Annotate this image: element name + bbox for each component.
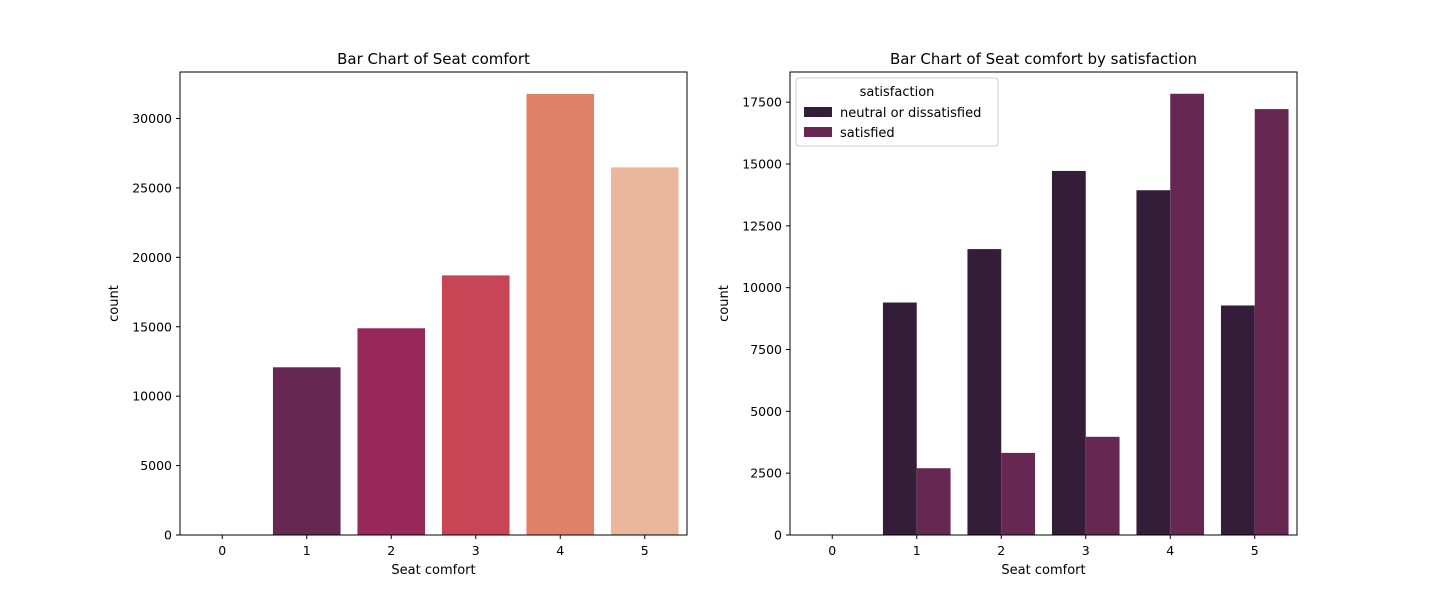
legend-swatch: [804, 107, 832, 117]
bar-neutral-or-dissatisfied-3: [1051, 170, 1086, 535]
x-tick-label: 0: [828, 543, 836, 558]
left-chart: 0 1 2 3 4 5 0 5000 10000 15000 20000 25000 30000 Bar …: [107, 50, 688, 578]
x-tick-label: 0: [218, 543, 226, 558]
x-axis-label: Seat comfort: [391, 563, 475, 578]
y-tick-label: 7500: [750, 342, 782, 357]
x-tick-label: 4: [1166, 543, 1174, 558]
bar-neutral-or-dissatisfied-4: [1136, 190, 1171, 535]
legend: satisfaction neutral or dissatisfied satis…: [795, 77, 999, 147]
legend-box: [795, 77, 999, 147]
bar-satisfied-1: [916, 468, 951, 535]
y-tick-label: 15000: [742, 157, 782, 172]
bar-neutral-or-dissatisfied-1: [882, 302, 917, 535]
bar-5: [610, 167, 679, 535]
y-tick-label: 30000: [132, 111, 172, 126]
x-tick-label: 2: [997, 543, 1005, 558]
x-tick-label: 5: [641, 543, 649, 558]
bar-1: [272, 367, 341, 535]
y-axis-label: count: [717, 285, 732, 322]
chart-title: Bar Chart of Seat comfort: [337, 50, 530, 68]
bar-2: [357, 328, 426, 535]
x-tick-label: 3: [472, 543, 480, 558]
bar-satisfied-2: [1001, 452, 1036, 535]
bar-satisfied-4: [1170, 93, 1205, 535]
y-tick-label: 2500: [750, 466, 782, 481]
bar-4: [526, 93, 595, 535]
chart-title: Bar Chart of Seat comfort by satisfactio…: [890, 50, 1197, 68]
x-tick-label: 1: [913, 543, 921, 558]
y-tick-label: 10000: [742, 280, 782, 295]
right-chart: 0 1 2 3 4 5 0 2500 5000 7500 10000 12500 15000 17500 B…: [717, 50, 1298, 578]
axes-frame: [789, 71, 1298, 536]
y-tick-label: 12500: [742, 218, 782, 233]
bar-3: [441, 275, 510, 535]
y-tick-label: 10000: [132, 389, 172, 404]
y-tick-label: 0: [774, 528, 782, 543]
x-axis-label: Seat comfort: [1001, 563, 1085, 578]
legend-entry: neutral or dissatisfied: [840, 106, 981, 121]
x-tick-label: 3: [1082, 543, 1090, 558]
y-tick-label: 0: [164, 528, 172, 543]
y-tick-label: 25000: [132, 180, 172, 195]
y-tick-label: 5000: [140, 458, 172, 473]
axes-frame: [179, 71, 688, 536]
x-tick-label: 5: [1251, 543, 1259, 558]
y-axis-label: count: [107, 285, 122, 322]
y-tick-label: 20000: [132, 250, 172, 265]
bar-satisfied-5: [1254, 109, 1289, 535]
y-tick-label: 5000: [750, 404, 782, 419]
x-tick-label: 4: [556, 543, 564, 558]
bar-neutral-or-dissatisfied-2: [967, 249, 1002, 536]
bar-neutral-or-dissatisfied-5: [1220, 305, 1255, 535]
legend-swatch: [804, 127, 832, 137]
x-tick-label: 2: [387, 543, 395, 558]
legend-title: satisfaction: [860, 85, 935, 100]
bar-satisfied-3: [1085, 436, 1120, 535]
legend-entry: satisfied: [840, 126, 895, 141]
x-tick-label: 1: [303, 543, 311, 558]
y-tick-label: 15000: [132, 319, 172, 334]
y-tick-label: 17500: [742, 95, 782, 110]
